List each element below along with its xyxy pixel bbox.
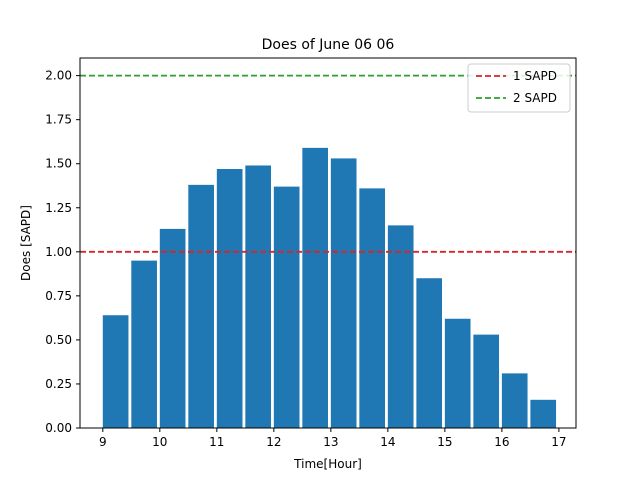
y-tick-label: 0.50	[45, 333, 72, 347]
bar-8	[330, 158, 357, 428]
y-tick-label: 1.50	[45, 157, 72, 171]
bar-14	[501, 373, 528, 428]
y-tick-label: 1.25	[45, 201, 72, 215]
bar-6	[273, 186, 300, 428]
chart-title: Does of June 06 06	[262, 37, 395, 53]
y-tick-label: 0.75	[45, 289, 72, 303]
x-tick-label: 9	[99, 435, 107, 449]
x-tick-label: 15	[437, 435, 452, 449]
bar-12	[444, 318, 471, 428]
x-tick-label: 14	[380, 435, 395, 449]
y-axis-label: Does [SAPD]	[19, 205, 33, 281]
y-tick-label: 1.00	[45, 245, 72, 259]
y-tick-label: 1.75	[45, 113, 72, 127]
bar-13	[473, 334, 500, 428]
y-tick-label: 0.25	[45, 377, 72, 391]
x-tick-label: 11	[209, 435, 224, 449]
bar-5	[245, 165, 271, 428]
reference-lines-group	[80, 74, 576, 253]
bar-9	[359, 188, 386, 428]
bar-3	[188, 184, 214, 428]
legend-label-1-sapd: 1 SAPD	[513, 69, 557, 83]
x-axis-label: Time[Hour]	[293, 457, 362, 471]
x-tick-label: 16	[494, 435, 509, 449]
bar-10	[387, 225, 414, 428]
bars-group	[102, 147, 557, 428]
bar-2	[159, 228, 186, 428]
plot-frame	[79, 57, 577, 429]
x-axis-ticks: 9 10 11 12 13 14 15 16 17	[99, 428, 567, 449]
y-axis-ticks: 0.00 0.25 0.50 0.75 1.00 1.25 1.50 1.75 2.00	[45, 69, 80, 435]
y-tick-label: 0.00	[45, 421, 72, 435]
bar-7	[302, 147, 328, 428]
bar-11	[416, 278, 443, 428]
y-tick-label: 2.00	[45, 69, 72, 83]
x-tick-label: 13	[323, 435, 338, 449]
bar-0	[102, 315, 129, 428]
x-tick-label: 10	[152, 435, 167, 449]
x-tick-label: 12	[266, 435, 281, 449]
bar-15	[530, 399, 557, 428]
legend: 1 SAPD 2 SAPD	[467, 63, 571, 113]
bar-1	[131, 260, 157, 428]
x-tick-label: 17	[551, 435, 566, 449]
bar-4	[216, 169, 243, 428]
legend-box	[467, 63, 571, 113]
legend-label-2-sapd: 2 SAPD	[513, 91, 557, 105]
